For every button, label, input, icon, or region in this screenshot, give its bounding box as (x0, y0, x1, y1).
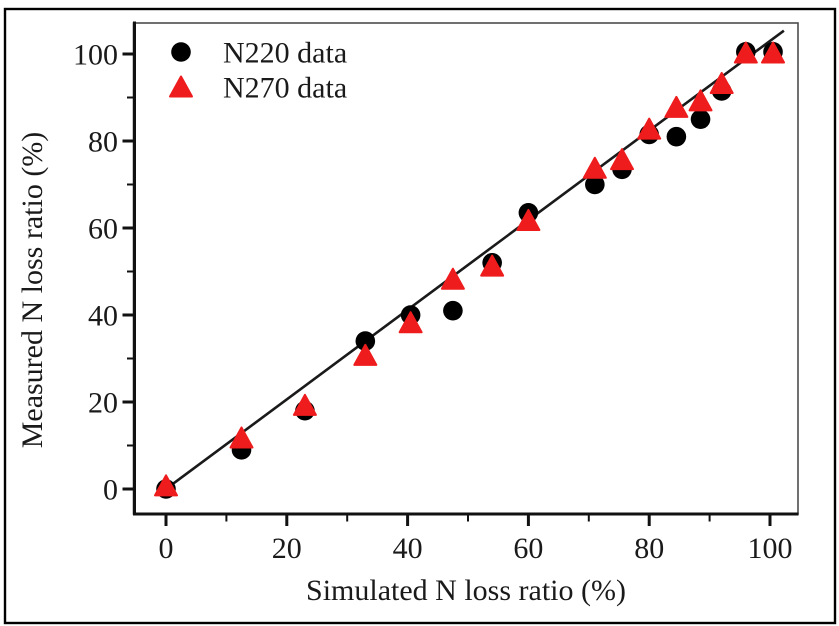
x-tick-label: 60 (513, 532, 543, 565)
legend-marker-n270 (169, 75, 193, 98)
n270-marker (582, 156, 607, 179)
n220-marker (355, 331, 376, 351)
series-n270 (154, 41, 786, 497)
axis-tick-labels: 0 20 40 60 80 100 0 20 40 60 80 100 (73, 39, 793, 566)
n270-marker (229, 426, 254, 449)
data-markers-layer (154, 41, 786, 499)
legend-marker-n220 (171, 42, 191, 62)
y-tick-label: 0 (103, 474, 118, 507)
n270-marker (688, 89, 713, 112)
y-tick-label: 20 (88, 387, 118, 420)
n270-marker (353, 343, 378, 366)
n270-marker (516, 208, 541, 231)
legend-label-n270: N270 data (223, 72, 347, 105)
n270-marker (154, 474, 178, 497)
n270-marker (398, 311, 423, 334)
legend-markers (169, 42, 193, 98)
n270-marker (292, 393, 317, 416)
y-tick-label: 80 (88, 126, 118, 159)
legend: N220 data N270 data (169, 37, 347, 105)
x-tick-label: 20 (272, 532, 302, 565)
figure-border (3, 7, 837, 625)
n270-marker (637, 117, 662, 140)
n220-marker (690, 109, 711, 130)
n270-marker (480, 254, 505, 277)
n270-marker (440, 267, 465, 290)
n270-marker (709, 71, 734, 94)
x-tick-label: 40 (393, 532, 423, 565)
n220-marker (443, 300, 463, 321)
axis-ticks (122, 52, 772, 526)
n220-marker (585, 174, 605, 195)
n220-marker (666, 126, 687, 147)
y-axis-title: Measured N loss ratio (%) (16, 132, 49, 449)
x-tick-label: 0 (159, 532, 174, 565)
x-tick-label: 80 (634, 532, 664, 565)
n270-marker (733, 41, 758, 64)
x-axis-title: Simulated N loss ratio (%) (306, 574, 626, 607)
n270-marker (610, 148, 635, 171)
x-tick-label: 100 (748, 532, 793, 565)
y-tick-label: 40 (88, 300, 118, 333)
legend-label-n220: N220 data (223, 37, 347, 70)
y-tick-label: 60 (88, 213, 118, 246)
n270-marker (664, 95, 689, 118)
y-tick-label: 100 (73, 39, 118, 72)
n270-marker (761, 41, 786, 64)
